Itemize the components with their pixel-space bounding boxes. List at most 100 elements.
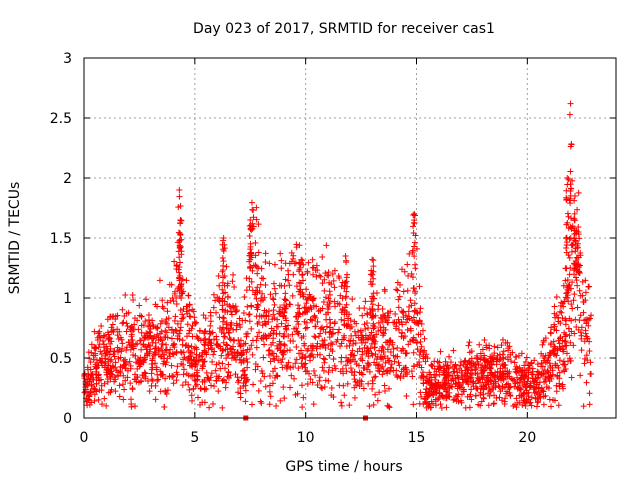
data-point [142, 343, 149, 350]
data-point [384, 346, 391, 353]
data-point [353, 320, 360, 327]
data-point [450, 397, 457, 404]
data-point [331, 362, 338, 369]
data-point [325, 377, 332, 384]
data-point [120, 319, 127, 326]
data-point [283, 362, 290, 369]
data-point [521, 362, 528, 369]
data-point [220, 246, 227, 253]
data-point [545, 369, 552, 376]
data-point [197, 401, 204, 408]
data-point [309, 379, 316, 386]
data-point [426, 376, 433, 383]
data-point [138, 322, 145, 329]
data-point [255, 302, 262, 309]
data-point [159, 371, 166, 378]
data-point [282, 296, 289, 303]
data-point [85, 379, 92, 386]
data-point [290, 252, 297, 259]
data-point [236, 340, 243, 347]
data-point [578, 332, 585, 339]
data-point [384, 319, 391, 326]
data-point [273, 331, 280, 338]
data-point [403, 366, 410, 373]
data-point [248, 342, 255, 349]
data-point [395, 326, 402, 333]
data-point [262, 383, 269, 390]
data-point [185, 381, 192, 388]
data-point [245, 311, 252, 318]
data-point [123, 328, 130, 335]
data-point [85, 349, 92, 356]
data-point [215, 272, 222, 279]
data-point [410, 349, 417, 356]
data-point [96, 377, 103, 384]
data-point [246, 311, 253, 318]
data-point [344, 380, 351, 387]
data-point [295, 302, 302, 309]
data-point [274, 323, 281, 330]
data-point [201, 378, 208, 385]
data-point [98, 322, 105, 329]
data-point [553, 382, 560, 389]
data-point [545, 354, 552, 361]
data-point [146, 329, 153, 336]
data-point [280, 384, 287, 391]
data-point [496, 351, 503, 358]
data-point [302, 325, 309, 332]
data-point [321, 341, 328, 348]
data-point [282, 305, 289, 312]
data-point [411, 239, 418, 246]
data-point [436, 359, 443, 366]
data-point [203, 386, 210, 393]
data-point [129, 291, 136, 298]
data-point [267, 358, 274, 365]
data-point [258, 265, 265, 272]
data-point [290, 271, 297, 278]
data-point [260, 275, 267, 282]
data-point [370, 257, 377, 264]
data-point [445, 393, 452, 400]
data-point [319, 280, 326, 287]
data-point [369, 295, 376, 302]
data-point [255, 387, 262, 394]
data-point [400, 314, 407, 321]
data-point [513, 353, 520, 360]
data-point [539, 341, 546, 348]
data-point [536, 391, 543, 398]
data-point [412, 232, 419, 239]
data-point [508, 358, 515, 365]
data-point [457, 362, 464, 369]
data-point [374, 362, 381, 369]
data-point [289, 292, 296, 299]
data-point [307, 304, 314, 311]
data-point [104, 366, 111, 373]
data-point [571, 227, 578, 234]
data-point [475, 401, 482, 408]
data-point [493, 356, 500, 363]
data-point [413, 340, 420, 347]
data-point [563, 265, 570, 272]
chart-title: Day 023 of 2017, SRMTID for receiver cas… [193, 21, 495, 37]
data-point [95, 330, 102, 337]
data-point [176, 292, 183, 299]
data-point [200, 359, 207, 366]
data-point [449, 363, 456, 370]
data-point [557, 308, 564, 315]
data-point [157, 336, 164, 343]
data-point [220, 235, 227, 241]
data-point [557, 334, 564, 341]
data-point [338, 316, 345, 323]
data-point [312, 372, 319, 379]
data-point [407, 325, 414, 332]
data-point [575, 261, 582, 268]
data-point [134, 365, 141, 372]
data-point [189, 397, 196, 404]
data-point [266, 373, 273, 380]
data-point [234, 374, 241, 381]
data-point [509, 349, 516, 356]
data-point [369, 271, 376, 278]
data-point [172, 313, 179, 320]
data-point [224, 308, 231, 315]
x-tick-label: 0 [80, 430, 89, 446]
